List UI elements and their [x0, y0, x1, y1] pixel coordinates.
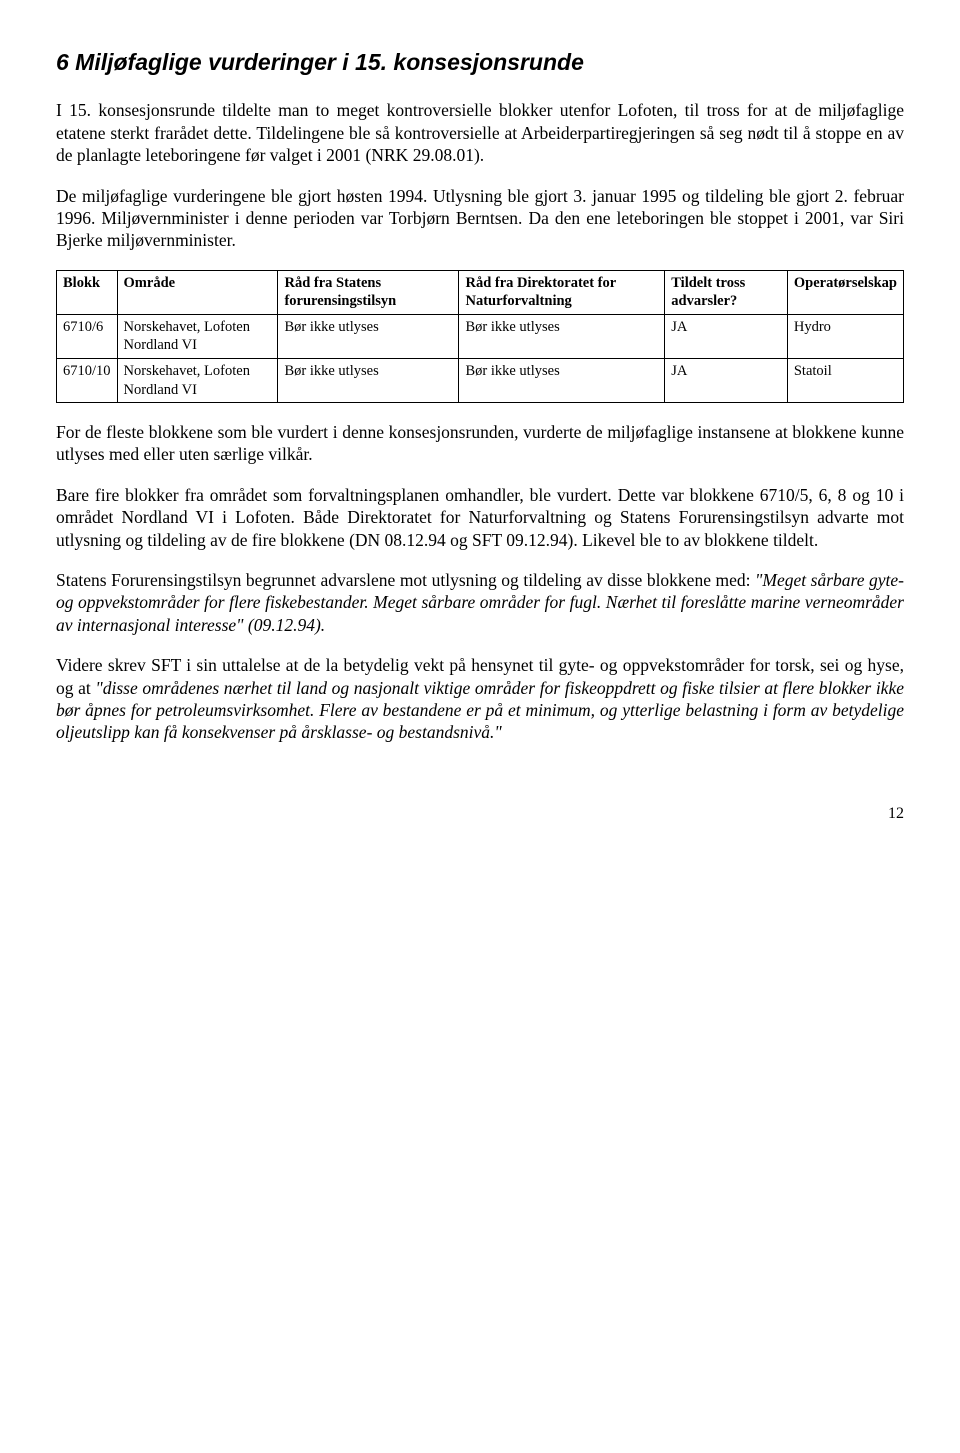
cell-sft: Bør ikke utlyses: [278, 314, 459, 358]
cell-omrade: Norskehavet, Lofoten Nordland VI: [117, 314, 278, 358]
cell-operator: Hydro: [787, 314, 903, 358]
cell-dn: Bør ikke utlyses: [459, 358, 665, 402]
advice-table: Blokk Område Råd fra Statens forurensing…: [56, 270, 904, 403]
cell-tildelt: JA: [665, 314, 788, 358]
section-heading: 6 Miljøfaglige vurderinger i 15. konsesj…: [56, 48, 904, 77]
col-omrade: Område: [117, 270, 278, 314]
cell-operator: Statoil: [787, 358, 903, 402]
cell-dn: Bør ikke utlyses: [459, 314, 665, 358]
col-blokk: Blokk: [57, 270, 118, 314]
table-row: 6710/6 Norskehavet, Lofoten Nordland VI …: [57, 314, 904, 358]
col-dn: Råd fra Direktoratet for Naturforvaltnin…: [459, 270, 665, 314]
cell-blokk: 6710/6: [57, 314, 118, 358]
table-header-row: Blokk Område Råd fra Statens forurensing…: [57, 270, 904, 314]
para6-quote: "disse områdenes nærhet til land og nasj…: [56, 678, 904, 743]
paragraph-2: De miljøfaglige vurderingene ble gjort h…: [56, 185, 904, 252]
col-sft: Råd fra Statens forurensingstilsyn: [278, 270, 459, 314]
table-row: 6710/10 Norskehavet, Lofoten Nordland VI…: [57, 358, 904, 402]
col-tildelt: Tildelt tross advarsler?: [665, 270, 788, 314]
cell-sft: Bør ikke utlyses: [278, 358, 459, 402]
page-number: 12: [56, 804, 904, 824]
paragraph-1: I 15. konsesjonsrunde tildelte man to me…: [56, 99, 904, 166]
cell-omrade: Norskehavet, Lofoten Nordland VI: [117, 358, 278, 402]
cell-blokk: 6710/10: [57, 358, 118, 402]
cell-tildelt: JA: [665, 358, 788, 402]
paragraph-4: Bare fire blokker fra området som forval…: [56, 484, 904, 551]
paragraph-6: Videre skrev SFT i sin uttalelse at de l…: [56, 654, 904, 744]
para5-pre: Statens Forurensingstilsyn begrunnet adv…: [56, 570, 755, 590]
paragraph-5: Statens Forurensingstilsyn begrunnet adv…: [56, 569, 904, 636]
col-operator: Operatørselskap: [787, 270, 903, 314]
paragraph-3: For de fleste blokkene som ble vurdert i…: [56, 421, 904, 466]
